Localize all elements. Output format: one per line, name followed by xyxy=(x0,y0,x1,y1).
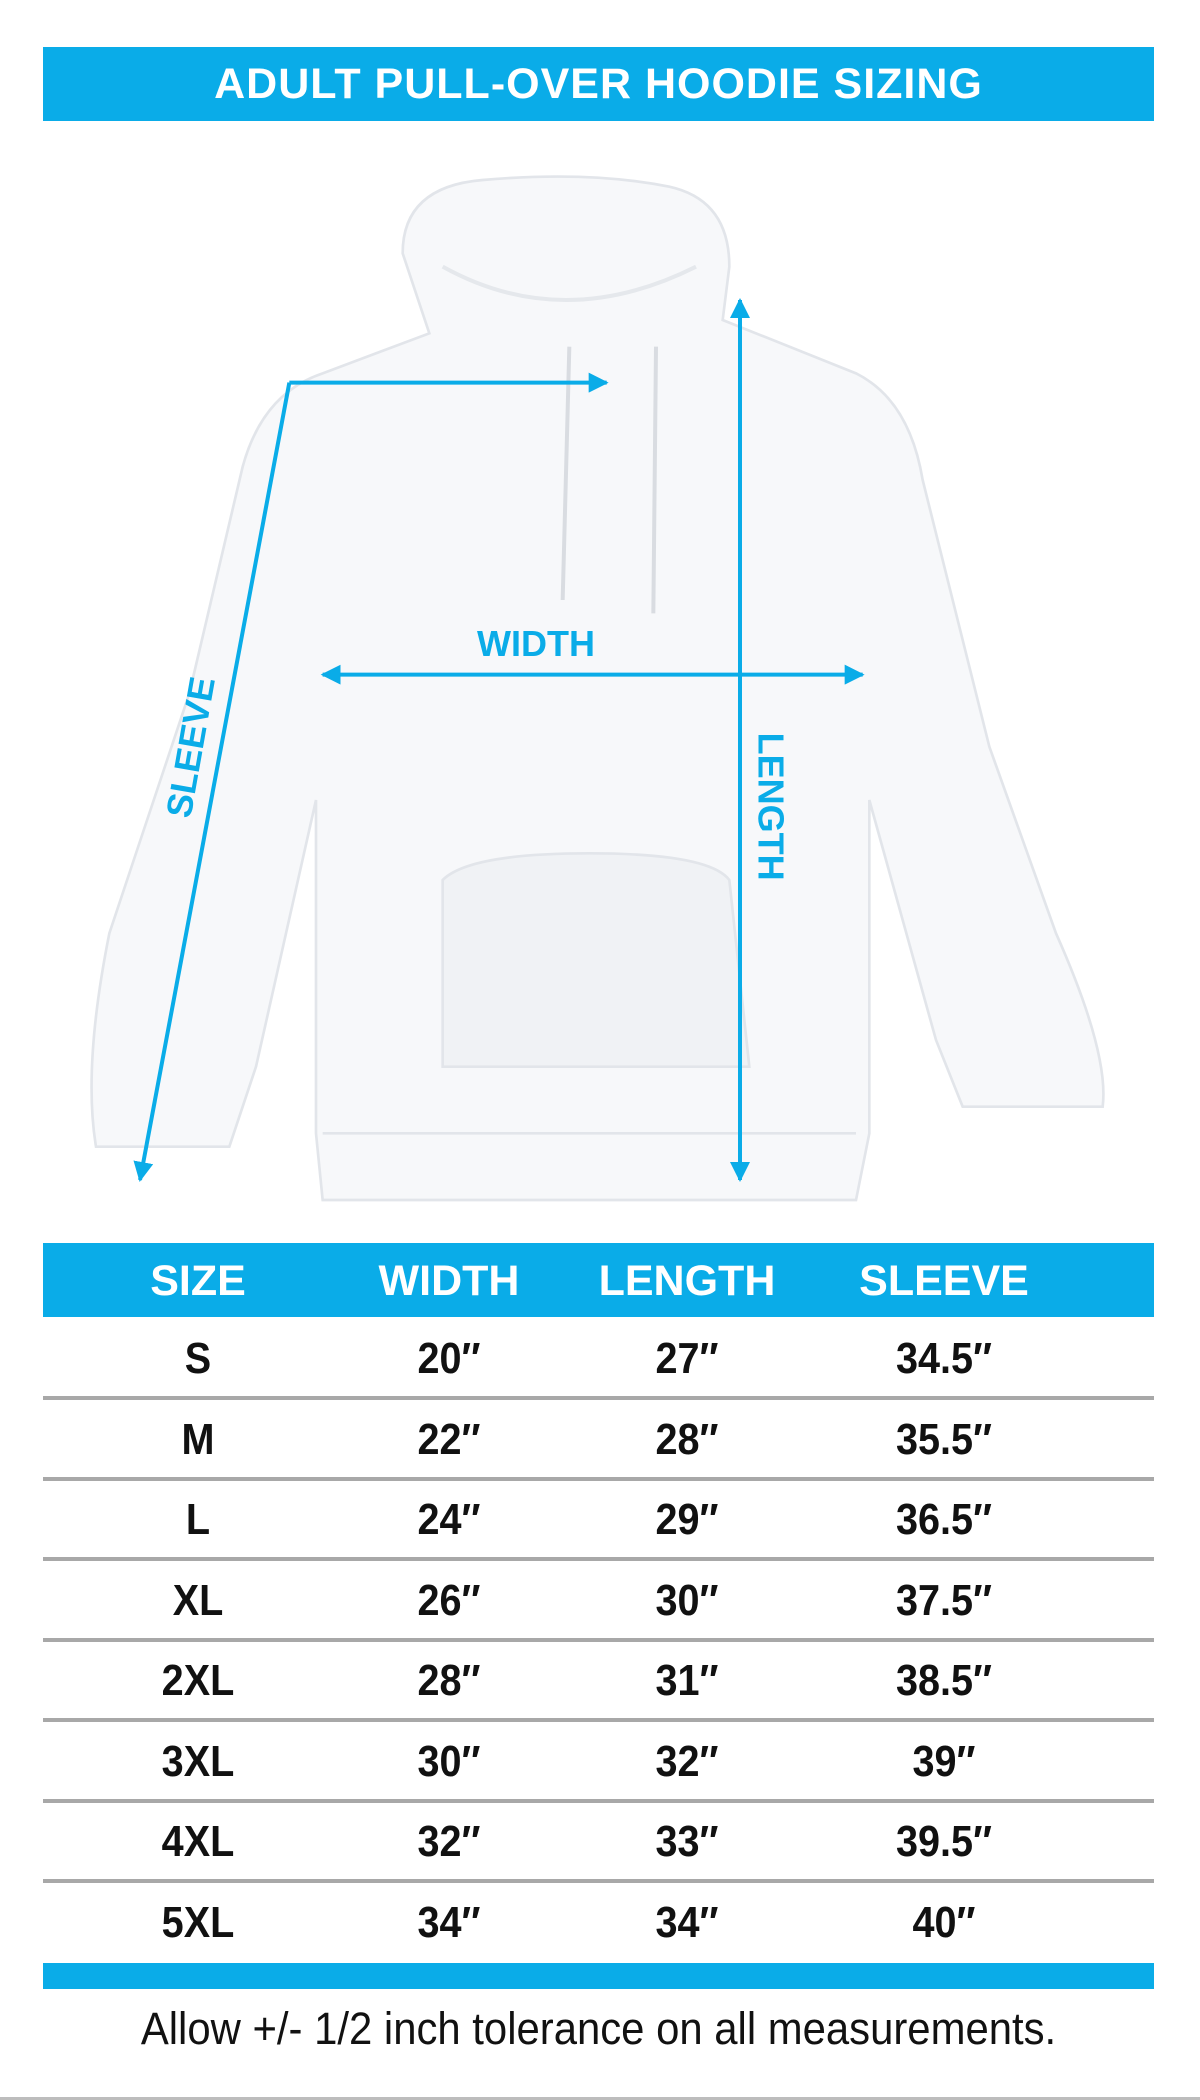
cell-sleeve: 40″ xyxy=(912,1897,976,1947)
cell-size: 3XL xyxy=(161,1736,235,1786)
measurement-arrows xyxy=(133,298,865,1182)
hoodie-illustration xyxy=(90,175,1105,1202)
table-row: L 24″ 29″ 36.5″ xyxy=(43,1481,1154,1561)
cell-sleeve: 34.5″ xyxy=(895,1334,993,1383)
cell-width: 20″ xyxy=(417,1334,481,1383)
cell-width: 30″ xyxy=(417,1736,481,1786)
row-divider xyxy=(43,1798,1154,1803)
row-divider xyxy=(43,1557,1154,1561)
cell-length: 27″ xyxy=(655,1334,719,1383)
table-row: M 22″ 28″ 35.5″ xyxy=(43,1401,1154,1481)
table-footer-bar xyxy=(43,1963,1154,1989)
cell-sleeve: 35.5″ xyxy=(895,1414,993,1464)
header-length: LENGTH xyxy=(598,1257,776,1305)
table-row: 2XL 28″ 31″ 38.5″ xyxy=(43,1642,1154,1722)
cell-sleeve: 37.5″ xyxy=(895,1575,993,1625)
cell-length: 30″ xyxy=(655,1575,719,1625)
cell-size: S xyxy=(184,1334,212,1383)
header-width: WIDTH xyxy=(378,1257,520,1305)
cell-width: 32″ xyxy=(417,1817,481,1866)
cell-width: 28″ xyxy=(417,1656,481,1705)
table-row: 4XL 32″ 33″ 39.5″ xyxy=(43,1803,1154,1883)
page-title: ADULT PULL-OVER HOODIE SIZING xyxy=(43,47,1154,121)
cell-length: 33″ xyxy=(655,1817,719,1866)
cell-width: 22″ xyxy=(417,1414,481,1464)
cell-size: L xyxy=(185,1495,211,1544)
cell-sleeve: 39″ xyxy=(912,1736,976,1786)
cell-length: 28″ xyxy=(655,1414,719,1464)
row-divider xyxy=(43,1718,1154,1722)
length-label: LENGTH xyxy=(751,733,792,881)
row-divider xyxy=(43,1637,1154,1642)
header-sleeve: SLEEVE xyxy=(859,1257,1029,1305)
cell-length: 32″ xyxy=(655,1736,719,1786)
cell-size: M xyxy=(181,1414,215,1464)
cell-size: 5XL xyxy=(161,1897,235,1947)
table-row: 5XL 34″ 34″ 40″ xyxy=(43,1884,1154,1964)
hoodie-diagram: WIDTH LENGTH SLEEVE xyxy=(90,175,1105,1202)
cell-width: 24″ xyxy=(417,1495,481,1544)
cell-width: 34″ xyxy=(417,1897,481,1947)
cell-length: 29″ xyxy=(655,1495,719,1544)
table-row: 3XL 30″ 32″ 39″ xyxy=(43,1723,1154,1803)
size-table-header: SIZE WIDTH LENGTH SLEEVE xyxy=(43,1243,1154,1317)
header-size: SIZE xyxy=(150,1257,246,1305)
cell-sleeve: 39.5″ xyxy=(895,1817,993,1866)
cell-size: XL xyxy=(172,1575,224,1625)
width-label: WIDTH xyxy=(477,623,595,664)
cell-size: 2XL xyxy=(161,1656,235,1705)
divider xyxy=(0,2097,1200,2100)
cell-length: 31″ xyxy=(655,1656,719,1705)
cell-length: 34″ xyxy=(655,1897,719,1947)
cell-size: 4XL xyxy=(161,1817,235,1866)
row-divider xyxy=(43,1396,1154,1400)
cell-sleeve: 36.5″ xyxy=(895,1495,993,1544)
tolerance-note: Allow +/- 1/2 inch tolerance on all meas… xyxy=(140,2003,1057,2054)
table-row: S 20″ 27″ 34.5″ xyxy=(43,1320,1154,1400)
row-divider xyxy=(43,1879,1154,1883)
row-divider xyxy=(43,1476,1154,1481)
cell-sleeve: 38.5″ xyxy=(895,1656,993,1705)
table-row: XL 26″ 30″ 37.5″ xyxy=(43,1562,1154,1642)
cell-width: 26″ xyxy=(417,1575,481,1625)
